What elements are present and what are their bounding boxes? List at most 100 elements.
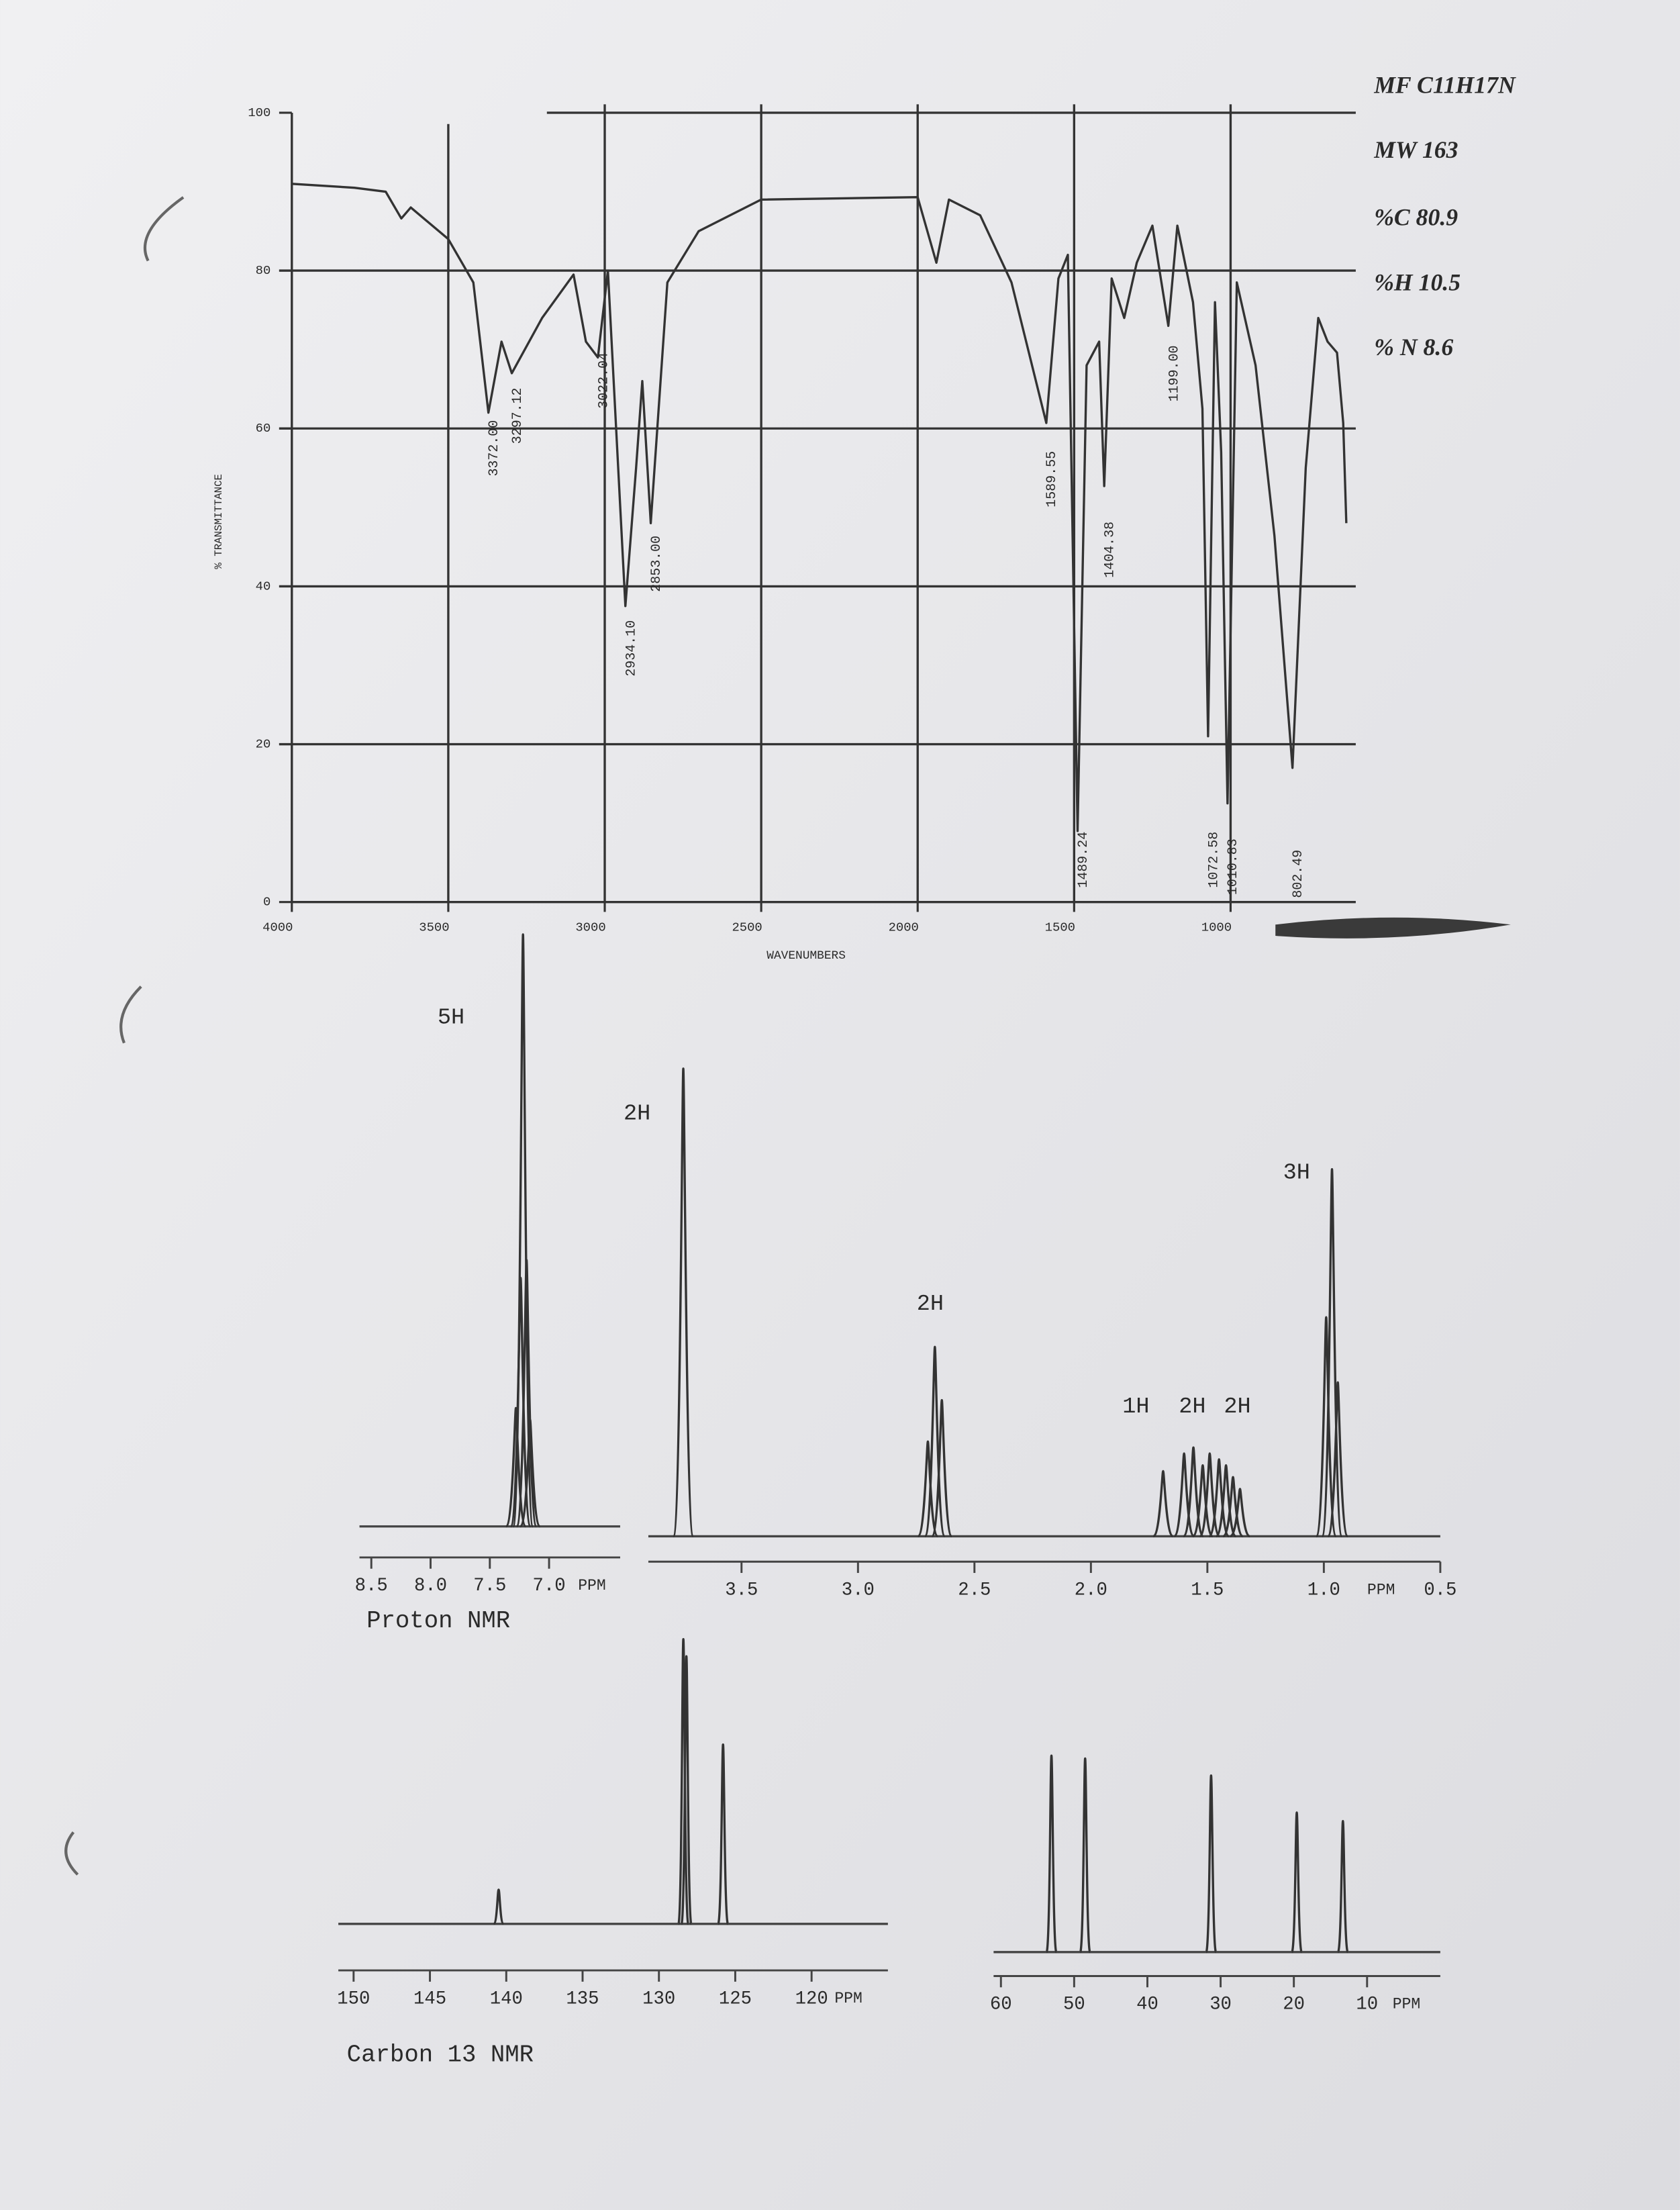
x-tick-label: 7.0 [532, 1576, 565, 1596]
x-tick-label: 120 [795, 1988, 828, 2009]
peak-label: 802.49 [1290, 850, 1305, 898]
x-tick-label: 1000 [1201, 920, 1232, 934]
y-tick-label: 80 [256, 263, 271, 278]
x-tick-label: 60 [990, 1995, 1012, 2015]
x-tick-label: 140 [490, 1988, 523, 2009]
x-tick-label: 2.0 [1075, 1580, 1107, 1600]
peak-label: 1199.00 [1166, 345, 1181, 401]
integration-label: 3H [1283, 1161, 1310, 1186]
y-tick-label: 0 [263, 895, 270, 910]
nmr-peak [677, 1637, 690, 1925]
x-axis-label: PPM [578, 1577, 606, 1594]
formula-info: %C 80.9 [1374, 204, 1458, 231]
x-tick-label: 130 [642, 1988, 675, 2009]
peak-label: 3372.00 [486, 420, 501, 477]
nmr-peak [1229, 1488, 1251, 1538]
peak-label: 1404.38 [1102, 522, 1118, 578]
x-tick-label: 1500 [1045, 920, 1075, 934]
nmr-peak [917, 1440, 939, 1538]
x-tick-label: 7.5 [473, 1576, 506, 1596]
x-axis-label: WAVENUMBERS [767, 949, 846, 963]
nmr-peak [1079, 1757, 1091, 1954]
integration-label: 2H [1179, 1394, 1205, 1420]
redaction [1275, 917, 1511, 939]
peak-label: 1010.83 [1225, 838, 1240, 895]
x-tick-label: 1.0 [1307, 1580, 1340, 1600]
x-axis-label: PPM [1393, 1996, 1421, 2013]
nmr-peak [1191, 1463, 1214, 1538]
nmr-peak [1291, 1811, 1303, 1954]
y-tick-label: 60 [256, 421, 271, 436]
x-tick-label: 8.0 [414, 1576, 447, 1596]
peak-label: 3297.12 [509, 387, 525, 444]
x-tick-label: 1.5 [1191, 1580, 1224, 1600]
nmr-peak [1152, 1470, 1175, 1538]
x-tick-label: 10 [1356, 1995, 1378, 2015]
pen-mark [119, 986, 142, 1044]
x-tick-label: 135 [566, 1988, 599, 2009]
y-tick-label: 20 [256, 737, 271, 752]
y-tick-label: 40 [256, 579, 271, 593]
nmr-peak [1336, 1820, 1349, 1954]
x-tick-label: 0.5 [1424, 1580, 1456, 1600]
ir-trace [291, 183, 1348, 832]
formula-info: %H 10.5 [1374, 269, 1461, 295]
nmr-peak [930, 1398, 953, 1538]
pen-mark [64, 1831, 79, 1876]
x-tick-label: 40 [1136, 1995, 1158, 2015]
nmr-peak [1326, 1381, 1349, 1538]
nmr-peak [1045, 1754, 1058, 1954]
nmr-peak [1205, 1774, 1218, 1954]
nmr-peak [1315, 1316, 1338, 1538]
peak-label: 1072.58 [1205, 832, 1221, 888]
x-axis-label: PPM [834, 1990, 862, 2007]
chart-title: Carbon 13 NMR [347, 2041, 534, 2068]
x-tick-label: 145 [413, 1988, 446, 2009]
x-tick-label: 150 [337, 1988, 370, 2009]
integration-label: 2H [624, 1101, 650, 1126]
x-tick-label: 4000 [262, 920, 293, 934]
pen-mark [143, 196, 185, 262]
x-tick-label: 20 [1283, 1995, 1305, 2015]
x-tick-label: 30 [1209, 1995, 1232, 2015]
x-tick-label: 3.5 [725, 1580, 758, 1600]
y-tick-label: 100 [248, 105, 270, 120]
x-tick-label: 2000 [889, 920, 919, 934]
x-tick-label: 3500 [419, 920, 449, 934]
x-tick-label: 3.0 [842, 1580, 875, 1600]
peak-label: 2853.00 [648, 536, 664, 592]
nmr-peak [680, 1655, 693, 1925]
y-axis-label: % TRANSMITTANCE [213, 474, 225, 569]
nmr-peak [1321, 1167, 1343, 1538]
x-tick-label: 125 [719, 1988, 752, 2009]
x-tick-label: 8.5 [355, 1576, 388, 1596]
x-axis-label: PPM [1367, 1581, 1395, 1598]
nmr-peak [1207, 1458, 1230, 1538]
chart-title: Proton NMR [366, 1607, 510, 1635]
integration-label: 2H [917, 1292, 944, 1317]
integration-label: 5H [438, 1006, 464, 1031]
formula-info: % N 8.6 [1374, 334, 1453, 361]
peak-label: 1589.55 [1044, 451, 1059, 508]
x-tick-label: 3000 [575, 920, 605, 934]
x-tick-label: 50 [1063, 1995, 1085, 2015]
nmr-peak [519, 1419, 542, 1528]
formula-info: MF C11H17N [1373, 71, 1516, 98]
formula-info: MW 163 [1373, 136, 1458, 163]
nmr-peak [717, 1743, 730, 1925]
x-tick-label: 2500 [732, 920, 762, 934]
peak-label: 1489.24 [1075, 832, 1091, 888]
integration-label: 2H [1224, 1394, 1250, 1420]
nmr-peak [511, 933, 534, 1528]
integration-label: 1H [1122, 1394, 1149, 1420]
x-tick-label: 2.5 [958, 1580, 991, 1600]
nmr-peak [1222, 1476, 1244, 1538]
nmr-peak [924, 1345, 946, 1538]
peak-label: 3022.04 [595, 352, 611, 409]
peak-label: 2934.10 [623, 620, 638, 677]
nmr-peak [672, 1067, 695, 1538]
nmr-peak [492, 1888, 505, 1925]
nmr-peak [1215, 1463, 1237, 1538]
